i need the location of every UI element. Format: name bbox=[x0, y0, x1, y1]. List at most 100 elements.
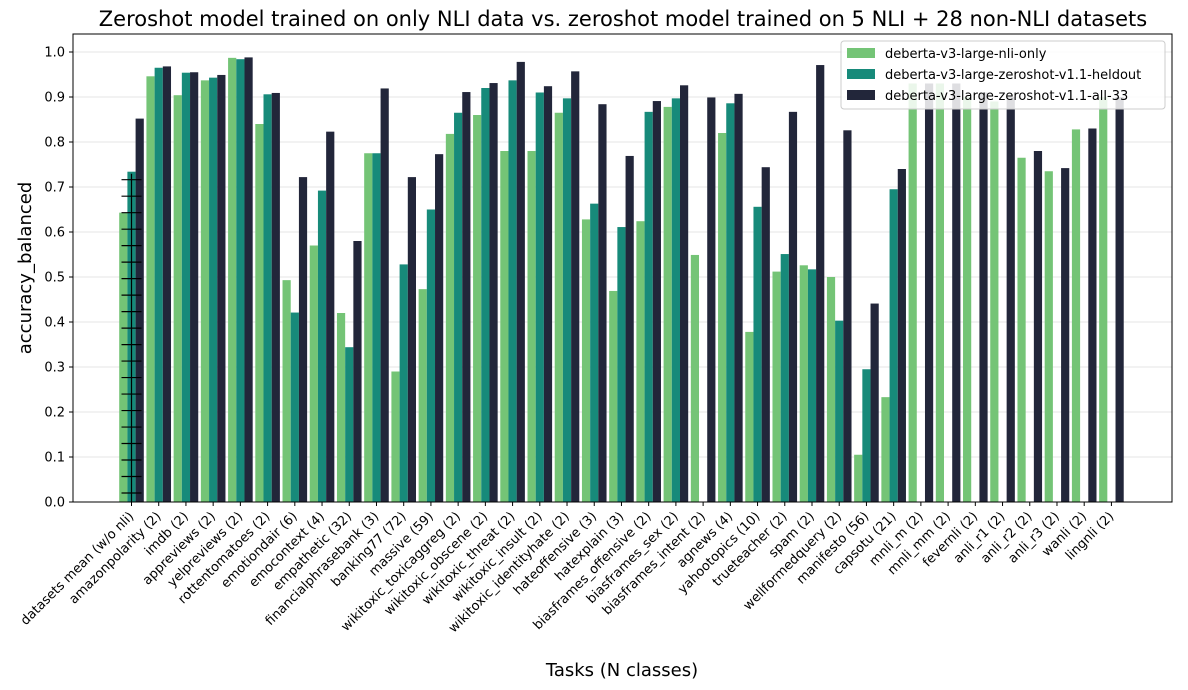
bar-3 bbox=[680, 85, 689, 503]
bar-3 bbox=[298, 177, 308, 502]
x-axis-label: Tasks (N classes) bbox=[545, 660, 698, 681]
bar-1 bbox=[881, 397, 890, 502]
y-tick-label: 0.4 bbox=[44, 316, 65, 331]
plot-frame bbox=[72, 33, 1173, 503]
bar-3 bbox=[625, 155, 634, 502]
bar-1 bbox=[173, 95, 182, 502]
bar-1 bbox=[255, 124, 264, 502]
bar-2 bbox=[345, 347, 354, 502]
chart-title: Zeroshot model trained on only NLI data … bbox=[99, 7, 1147, 31]
bar-1 bbox=[364, 153, 373, 502]
bar-3 bbox=[543, 86, 553, 502]
bar-3 bbox=[217, 74, 226, 502]
bar-1 bbox=[200, 80, 210, 502]
bar-2 bbox=[780, 254, 789, 502]
legend-label: deberta-v3-large-nli-only bbox=[885, 47, 1047, 62]
bar-3 bbox=[190, 72, 199, 502]
bar-1 bbox=[228, 57, 237, 502]
bar-1 bbox=[990, 101, 999, 502]
bar-3 bbox=[734, 93, 743, 502]
bar-2 bbox=[372, 153, 381, 502]
legend-swatch bbox=[847, 69, 875, 79]
bar-3 bbox=[598, 104, 607, 502]
bar-3 bbox=[1033, 151, 1043, 502]
bar-2 bbox=[399, 264, 408, 502]
y-tick-label: 0.5 bbox=[44, 271, 65, 286]
y-tick-label: 0.6 bbox=[44, 226, 65, 241]
bar-3 bbox=[516, 61, 525, 503]
bar-3 bbox=[326, 131, 335, 502]
bar-3 bbox=[952, 83, 961, 502]
bar-2 bbox=[426, 209, 436, 502]
bar-1 bbox=[146, 76, 155, 503]
legend-label: deberta-v3-large-zeroshot-v1.1-heldout bbox=[885, 68, 1141, 83]
bar-1 bbox=[336, 313, 346, 502]
error-bars bbox=[121, 173, 142, 502]
bar-1 bbox=[745, 331, 754, 502]
y-axis: 0.0 0.1 0.2 0.3 0.4 0.5 0.6 0.7 0.8 0.9 1.0 bbox=[44, 46, 73, 511]
bar-3 bbox=[353, 241, 362, 502]
legend: deberta-v3-large-nli-only deberta-v3-larg… bbox=[840, 40, 1166, 110]
bar-3 bbox=[870, 303, 879, 502]
bar-3 bbox=[380, 88, 389, 502]
bar-3 bbox=[788, 111, 798, 502]
bar-3 bbox=[979, 92, 988, 502]
bar-1 bbox=[1071, 129, 1081, 502]
y-axis-label: accuracy_balanced bbox=[15, 182, 36, 355]
bar-2 bbox=[617, 227, 626, 503]
bar-3 bbox=[571, 71, 580, 502]
bar-1 bbox=[799, 265, 808, 502]
bar-3 bbox=[924, 83, 934, 502]
bar-3 bbox=[707, 97, 716, 502]
bar-2 bbox=[590, 203, 599, 502]
bar-3 bbox=[435, 154, 444, 502]
bar-1 bbox=[854, 454, 863, 502]
bar-1 bbox=[772, 271, 781, 502]
bar-3 bbox=[135, 118, 144, 502]
bar-1 bbox=[581, 219, 591, 502]
y-tick-label: 0.9 bbox=[44, 91, 65, 106]
bar-2 bbox=[454, 112, 463, 502]
bar-2 bbox=[644, 111, 653, 502]
bar-1 bbox=[908, 83, 917, 502]
bar-1 bbox=[1017, 157, 1026, 502]
bar-1 bbox=[636, 221, 645, 502]
bar-2 bbox=[889, 189, 898, 502]
bar-1 bbox=[1044, 171, 1053, 502]
y-tick-label: 1.0 bbox=[44, 46, 65, 61]
bar-2 bbox=[671, 98, 680, 502]
bar-2 bbox=[535, 92, 544, 502]
y-tick-label: 0.8 bbox=[44, 136, 65, 151]
bar-3 bbox=[462, 92, 471, 503]
legend-box bbox=[840, 40, 1166, 110]
bar-2 bbox=[726, 103, 735, 503]
bar-3 bbox=[489, 83, 498, 503]
bar-3 bbox=[1061, 168, 1070, 502]
bar-1 bbox=[690, 254, 700, 502]
bar-1 bbox=[282, 280, 291, 502]
bar-1 bbox=[418, 289, 427, 502]
bar-3 bbox=[271, 92, 280, 502]
bar-1 bbox=[554, 112, 563, 502]
bar-1 bbox=[963, 97, 972, 502]
bar-1 bbox=[1099, 97, 1108, 502]
bar-1 bbox=[391, 371, 400, 502]
bar-1 bbox=[119, 212, 128, 502]
bar-3 bbox=[761, 167, 770, 502]
y-tick-label: 0.2 bbox=[44, 406, 65, 421]
bar-3 bbox=[1088, 128, 1097, 502]
bar-2 bbox=[753, 206, 762, 503]
bar-3 bbox=[244, 57, 253, 503]
bar-2 bbox=[807, 269, 817, 502]
bar-1 bbox=[473, 115, 482, 502]
bar-3 bbox=[816, 65, 825, 503]
bar-1 bbox=[445, 133, 455, 502]
bar-1 bbox=[500, 151, 509, 502]
bar-3 bbox=[652, 101, 661, 503]
bar-2 bbox=[263, 94, 272, 503]
bar-3 bbox=[843, 130, 852, 503]
bar-1 bbox=[935, 83, 944, 502]
bar-1 bbox=[609, 290, 618, 502]
bar-2 bbox=[481, 88, 490, 502]
